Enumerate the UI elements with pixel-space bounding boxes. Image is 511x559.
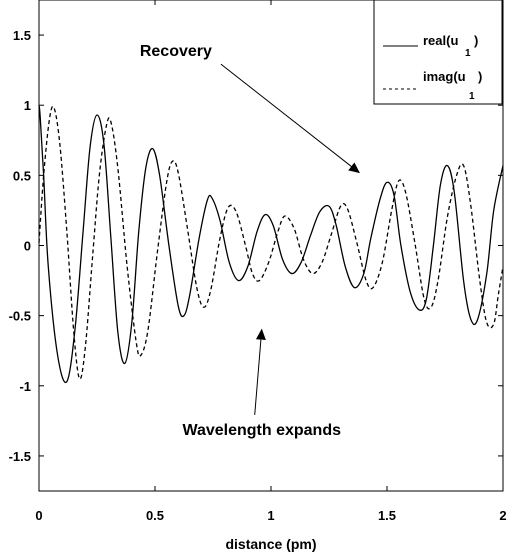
legend-label-real-close: ) bbox=[474, 33, 478, 48]
plot-area: Recovery Wavelength expands bbox=[38, 0, 504, 492]
legend-label-real-main: real(u bbox=[423, 33, 458, 48]
legend-label-real-sub: 1 bbox=[465, 48, 471, 59]
x-axis-label: distance (pm) bbox=[225, 536, 316, 552]
y-tick-label: -0.5 bbox=[9, 309, 31, 324]
x-tick-label: 1 bbox=[267, 508, 274, 523]
series-line-real bbox=[38, 105, 504, 384]
x-tick-label: 1.5 bbox=[378, 508, 396, 523]
y-tick-label: 1.5 bbox=[13, 28, 31, 43]
annotation-arrow bbox=[254, 328, 266, 415]
legend-label-imag-close: ) bbox=[478, 69, 482, 84]
y-tick-label: 1 bbox=[24, 98, 31, 113]
y-tick-label: 0 bbox=[24, 239, 31, 254]
x-tick-label: 2 bbox=[499, 508, 506, 523]
tick-labels: 0 0.5 1 1.5 2 -1.5 -1 -0.5 0 0.5 1 1.5 bbox=[9, 28, 507, 523]
y-tick-label: 0.5 bbox=[13, 168, 31, 183]
annotation-arrow bbox=[220, 63, 360, 174]
y-tick-label: -1 bbox=[19, 379, 31, 394]
x-tick-label: 0.5 bbox=[146, 508, 164, 523]
x-tick-label: 0 bbox=[35, 508, 42, 523]
annotation-text: Wavelength expands bbox=[182, 422, 341, 439]
legend: real(u 1 ) imag(u 1 ) bbox=[373, 0, 503, 105]
legend-label-imag-main: imag(u bbox=[423, 69, 466, 84]
series-line-imag bbox=[38, 105, 504, 380]
annotation-text: Recovery bbox=[140, 43, 212, 60]
annotations: Recovery Wavelength expands bbox=[140, 43, 360, 439]
legend-label-imag: imag(u bbox=[423, 69, 466, 84]
legend-label-imag-sub: 1 bbox=[469, 91, 475, 102]
legend-label-real: real(u bbox=[423, 33, 458, 48]
legend-box bbox=[373, 0, 503, 105]
series-group bbox=[38, 105, 504, 384]
y-tick-label: -1.5 bbox=[9, 449, 31, 464]
